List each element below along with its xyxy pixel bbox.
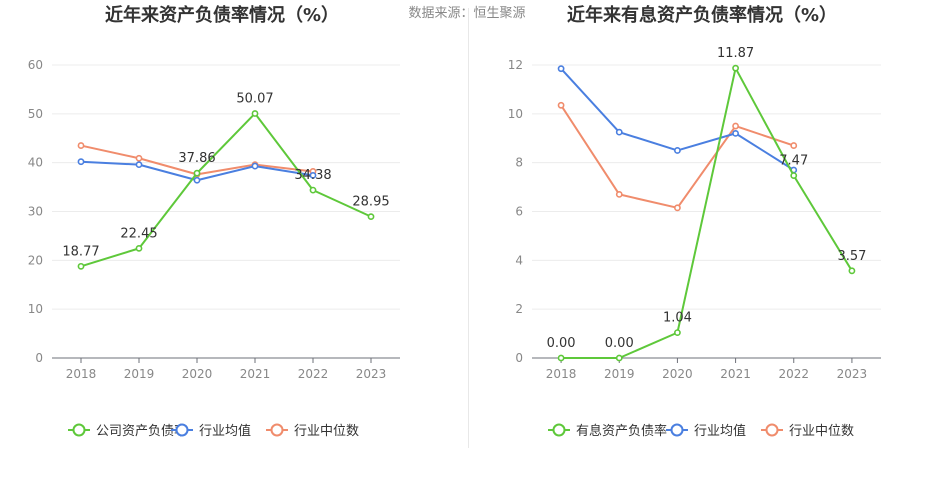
y-tick-label: 40	[28, 156, 43, 170]
legend-marker-icon	[765, 423, 779, 437]
x-tick-label: 2019	[604, 367, 635, 381]
data-point-company	[732, 64, 739, 72]
chart-panel-1: 近年来资产负债率情况（%） 0 10 20 30 40 50 60 2018 2019 2020 20…	[28, 4, 400, 439]
data-label: 50.07	[236, 91, 273, 106]
y-tick-label: 0	[515, 351, 523, 365]
legend-marker-icon	[270, 423, 284, 437]
legend-label: 行业中位数	[294, 424, 359, 439]
data-point-industry_median	[557, 101, 565, 109]
x-tick-label: 2021	[720, 367, 751, 381]
data-label: 34.38	[294, 168, 331, 183]
y-tick-label: 4	[515, 253, 523, 267]
data-label: 3.57	[837, 249, 866, 264]
legend-item-industry_avg[interactable]: 行业均值	[171, 423, 251, 439]
legend-marker-icon	[552, 423, 566, 437]
data-point-company	[848, 267, 856, 275]
y-tick-label: 12	[508, 58, 523, 72]
x-tick-label: 2020	[182, 367, 213, 381]
legend-label: 行业均值	[694, 423, 746, 439]
x-tick-label: 2019	[124, 367, 155, 381]
x-tick-label: 2018	[546, 367, 577, 381]
data-label: 22.45	[120, 226, 157, 241]
legend-item-industry_median[interactable]: 行业中位数	[266, 423, 359, 439]
data-point-industry_median	[135, 154, 143, 162]
y-tick-label: 6	[515, 205, 523, 219]
data-point-company	[77, 262, 85, 270]
data-label: 1.04	[663, 311, 692, 326]
data-point-industry_avg	[615, 128, 623, 136]
x-tick-label: 2018	[66, 367, 97, 381]
data-point-industry_avg	[77, 158, 85, 166]
y-tick-label: 20	[28, 253, 43, 267]
x-tick-label: 2021	[240, 367, 271, 381]
legend-marker-icon	[670, 423, 684, 437]
data-point-company	[557, 354, 565, 362]
panel-divider	[468, 8, 469, 448]
legend-label: 有息资产负债率	[576, 423, 667, 439]
data-point-industry_avg	[251, 162, 259, 170]
data-point-industry_avg	[732, 129, 739, 137]
data-point-industry_median	[615, 191, 623, 198]
legend-item-company[interactable]: 有息资产负债率	[548, 423, 667, 439]
y-tick-label: 30	[28, 205, 43, 219]
x-tick-label: 2022	[778, 367, 809, 381]
data-point-industry_avg	[674, 147, 681, 154]
source-note: 数据来源：恒生聚源	[408, 6, 525, 21]
legend-label: 公司资产负债率	[96, 423, 187, 439]
series-line-industry_median	[560, 104, 795, 209]
data-point-company	[309, 186, 317, 194]
data-label: 0.00	[547, 336, 576, 351]
legend-marker-icon	[175, 423, 189, 437]
x-tick-label: 2023	[837, 367, 868, 381]
y-tick-label: 8	[515, 156, 523, 170]
data-point-company	[135, 244, 143, 252]
chart-panel-2: 近年来有息资产负债率情况（%） 0 2 4 6 8 10 12 2018 2019 2020 2021…	[508, 4, 881, 439]
data-label: 0.00	[605, 336, 634, 351]
data-point-industry_avg	[193, 176, 201, 184]
data-point-industry_median	[732, 122, 739, 130]
data-label: 37.86	[178, 151, 215, 166]
data-point-industry_avg	[557, 65, 565, 73]
legend-item-industry_avg[interactable]: 行业均值	[666, 423, 746, 439]
legend-label: 行业中位数	[789, 424, 854, 439]
data-label: 11.87	[717, 46, 754, 61]
data-point-company	[367, 213, 375, 221]
legend-item-company[interactable]: 公司资产负债率	[68, 423, 187, 439]
y-tick-label: 50	[28, 107, 43, 121]
data-point-industry_median	[77, 142, 85, 149]
data-point-industry_median	[674, 204, 681, 212]
series-line-company	[561, 67, 853, 359]
x-tick-label: 2022	[298, 367, 329, 381]
data-label: 7.47	[779, 154, 808, 169]
legend-item-industry_median[interactable]: 行业中位数	[761, 423, 854, 439]
y-tick-label: 10	[508, 107, 523, 121]
y-tick-label: 0	[35, 351, 43, 365]
legend-marker-icon	[72, 423, 86, 437]
data-point-company	[251, 110, 259, 117]
data-label: 18.77	[62, 244, 99, 259]
chart-title: 近年来资产负债率情况（%）	[105, 4, 339, 26]
legend-label: 行业均值	[199, 423, 251, 439]
y-tick-label: 60	[28, 58, 43, 72]
data-point-company	[674, 329, 681, 337]
data-point-industry_avg	[309, 171, 317, 179]
x-tick-label: 2020	[662, 367, 693, 381]
data-point-industry_avg	[135, 161, 143, 169]
series-line-company	[80, 112, 372, 268]
data-label: 28.95	[352, 195, 389, 210]
x-tick-label: 2023	[356, 367, 387, 381]
y-tick-label: 2	[515, 302, 523, 316]
data-point-company	[193, 169, 201, 177]
data-point-company	[615, 354, 623, 362]
y-tick-label: 10	[28, 302, 43, 316]
chart-title: 近年来有息资产负债率情况（%）	[567, 4, 837, 26]
data-point-company	[790, 172, 798, 180]
series-line-industry_avg	[560, 67, 795, 171]
data-point-industry_median	[790, 142, 798, 149]
